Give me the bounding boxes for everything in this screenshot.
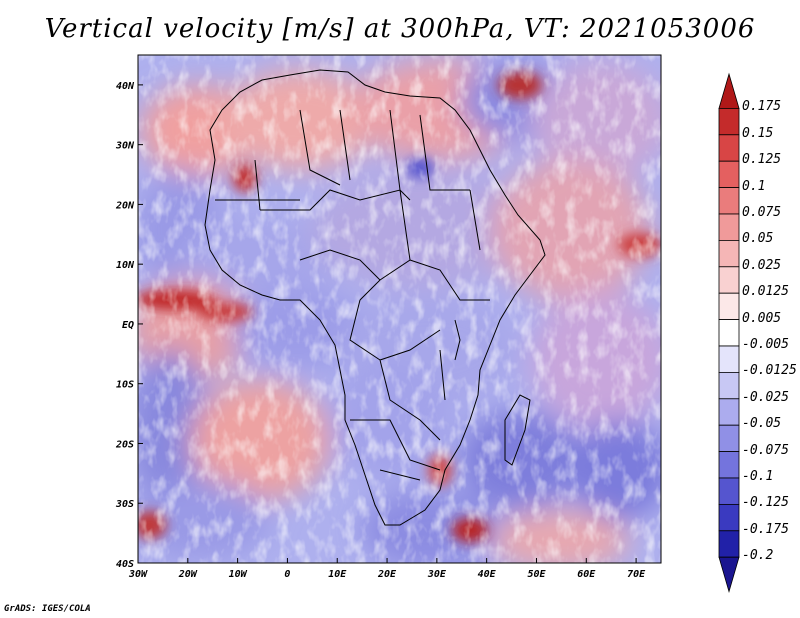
lon-label: 30W [128,569,148,580]
colorbar-label: 0.005 [742,310,782,326]
colorbar-label: -0.005 [742,337,789,352]
colorbar-swatch [718,160,740,188]
colorbar-swatch [718,424,740,453]
colorbar-label: -0.1 [742,469,774,484]
lat-label: 30N [115,141,135,152]
colorbar-label: -0.2 [742,548,774,564]
lon-label: 10W [229,569,248,580]
lat-label: 40S [116,559,134,570]
colorbar-swatch [718,451,740,479]
lat-label: 40N [116,81,135,92]
colorbar-swatch [718,213,740,241]
colorbar-swatch [718,72,740,109]
colorbar-swatch [718,477,740,505]
lat-label: EQ [122,320,134,331]
colorbar-label: 0.125 [742,152,782,168]
colorbar-label: -0.0125 [742,363,797,379]
colorbar-label: -0.05 [742,416,782,432]
colorbar-label: 0.05 [742,231,774,247]
colorbar-swatch [718,187,740,215]
coastlines [204,69,546,526]
colorbar-label: 0.025 [742,257,782,273]
colorbar-label: -0.175 [742,521,789,537]
colorbar-swatch [718,239,740,268]
lat-label: 10N [116,260,135,271]
colorbar-swatch [718,134,740,162]
colorbar-label: 0.175 [742,99,782,115]
colorbar [718,72,740,594]
map-title: Vertical velocity [m/s] at 300hPa, VT: 2… [44,14,756,44]
lat-label: 20N [115,200,135,211]
lon-label: 30E [427,569,447,580]
colorbar-swatch [718,108,740,136]
plot-frame [137,54,662,564]
colorbar-swatch [718,345,740,373]
lon-label: 70E [627,569,646,580]
colorbar-label: -0.025 [742,389,789,405]
lon-label: 40E [478,569,497,580]
lat-label: 30S [115,499,134,510]
lat-label: 20S [115,439,134,450]
field-layer [138,55,661,563]
colorbar-label: 0.1 [742,178,766,194]
colorbar-label: 0.075 [742,205,782,220]
colorbar-label: -0.075 [742,442,789,458]
lon-label: 20W [178,569,198,580]
colorbar-swatch [718,398,740,426]
grads-credit: GrADS: IGES/COLA [4,604,91,614]
colorbar-swatch [718,503,740,532]
colorbar-swatch [718,319,740,347]
colorbar-swatch [718,371,740,400]
colorbar-swatch [718,530,740,558]
colorbar-label: 0.0125 [742,284,789,300]
colorbar-swatch [718,556,740,594]
colorbar-label: 0.15 [742,125,774,141]
lon-label: 20E [377,569,397,580]
axis-ticks [137,84,637,564]
lat-label: 10S [116,380,134,391]
lon-label: 0 [284,569,290,580]
colorbar-swatch [718,266,740,294]
lon-label: 60E [577,569,596,580]
lon-label: 10E [328,569,347,580]
lon-label: 50E [527,569,546,580]
colorbar-swatch [718,292,740,321]
colorbar-label: -0.125 [742,495,789,511]
